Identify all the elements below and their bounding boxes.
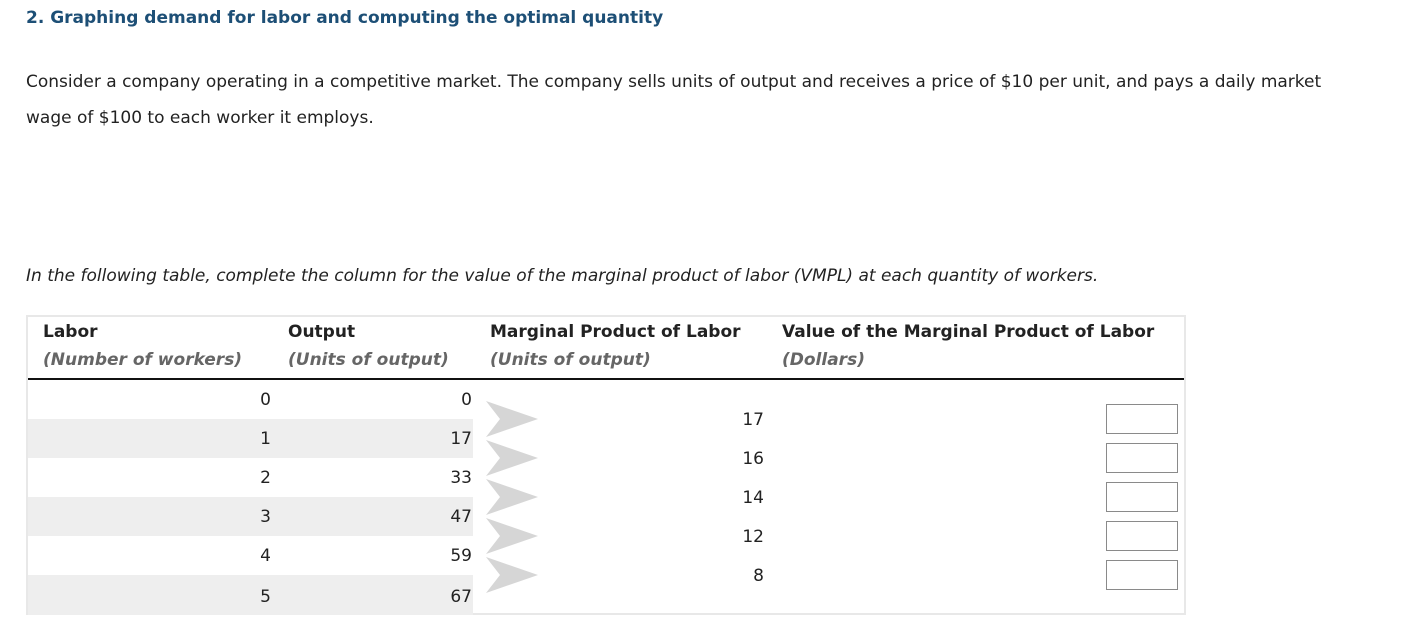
chevron-right-icon xyxy=(486,479,538,515)
table-row: 4 59 xyxy=(28,536,473,575)
labor-cell: 1 xyxy=(260,429,271,449)
header-output: Output (Units of output) xyxy=(288,318,449,374)
mpl-value: 14 xyxy=(742,488,764,508)
mpl-value: 16 xyxy=(742,449,764,469)
output-cell: 67 xyxy=(450,587,472,607)
table-row: 3 47 xyxy=(28,497,473,536)
table-instruction: In the following table, complete the col… xyxy=(26,266,1099,286)
header-labor: Labor (Number of workers) xyxy=(43,318,242,374)
header-vmpl-sub: (Dollars) xyxy=(782,350,865,370)
output-cell: 47 xyxy=(450,507,472,527)
labor-cell: 4 xyxy=(260,546,271,566)
header-divider xyxy=(28,378,1184,380)
output-cell: 59 xyxy=(450,546,472,566)
labor-cell: 5 xyxy=(260,587,271,607)
vmpl-input[interactable] xyxy=(1106,521,1178,551)
labor-cell: 0 xyxy=(260,390,271,410)
chevron-right-icon xyxy=(486,518,538,554)
mpl-value: 17 xyxy=(742,410,764,430)
table-row: 2 33 xyxy=(28,458,473,497)
labor-cell: 3 xyxy=(260,507,271,527)
output-cell: 33 xyxy=(450,468,472,488)
header-labor-sub: (Number of workers) xyxy=(43,350,243,370)
header-output-label: Output xyxy=(288,322,356,342)
vmpl-input[interactable] xyxy=(1106,482,1178,512)
labor-table: Labor (Number of workers) Output (Units … xyxy=(26,315,1186,615)
mpl-value: 8 xyxy=(753,566,764,586)
output-cell: 0 xyxy=(461,390,472,410)
labor-cell: 2 xyxy=(260,468,271,488)
question-intro: Consider a company operating in a compet… xyxy=(26,72,1322,128)
table-row: 1 17 xyxy=(28,419,473,458)
header-mpl-label: Marginal Product of Labor xyxy=(490,322,741,342)
header-labor-label: Labor xyxy=(43,322,98,342)
table-row: 5 67 xyxy=(28,575,473,615)
vmpl-input[interactable] xyxy=(1106,560,1178,590)
header-vmpl-label: Value of the Marginal Product of Labor xyxy=(782,322,1155,342)
header-vmpl: Value of the Marginal Product of Labor (… xyxy=(782,318,1154,374)
vmpl-input[interactable] xyxy=(1106,443,1178,473)
table-row: 0 0 xyxy=(28,380,473,419)
header-output-sub: (Units of output) xyxy=(288,350,449,370)
mpl-value: 12 xyxy=(742,527,764,547)
chevron-right-icon xyxy=(486,557,538,593)
chevron-right-icon xyxy=(486,401,538,437)
header-mpl: Marginal Product of Labor (Units of outp… xyxy=(490,318,741,374)
question-title: 2. Graphing demand for labor and computi… xyxy=(26,8,664,28)
output-cell: 17 xyxy=(450,429,472,449)
vmpl-input[interactable] xyxy=(1106,404,1178,434)
chevron-right-icon xyxy=(486,440,538,476)
header-mpl-sub: (Units of output) xyxy=(490,350,651,370)
